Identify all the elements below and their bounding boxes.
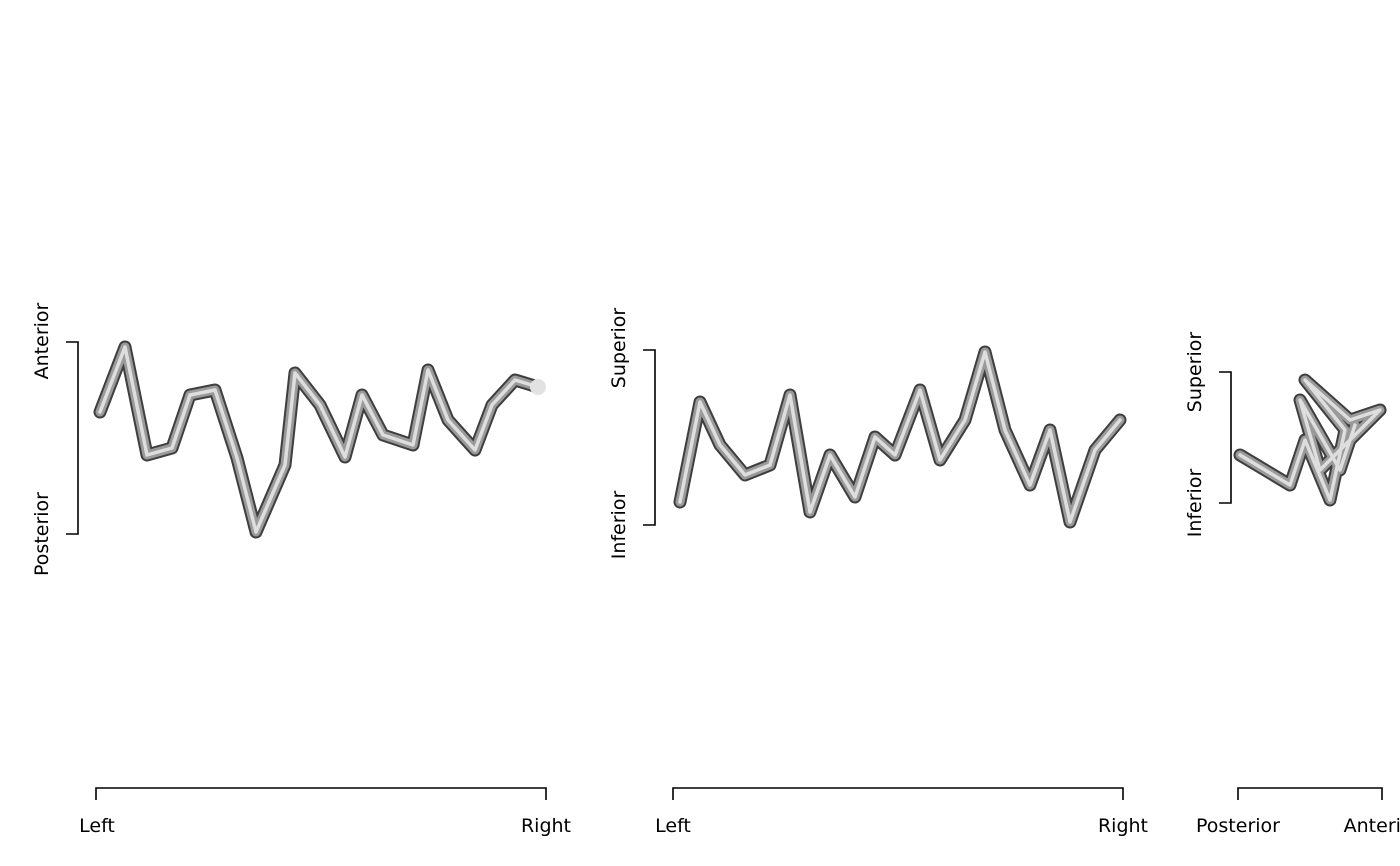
x-axis-end-label: Right	[521, 815, 571, 837]
y-axis-bracket	[643, 349, 656, 526]
neuron-projection-posterior-superior	[1233, 373, 1387, 507]
y-axis-bottom-label: Inferior	[1184, 469, 1206, 538]
y-axis-top-label: Superior	[1184, 332, 1206, 413]
y-axis-top-label: Anterior	[31, 302, 53, 379]
neuron-projection-left-superior	[673, 345, 1127, 529]
y-axis-bracket	[66, 341, 79, 535]
x-axis-bracket	[672, 787, 1124, 800]
y-axis-bottom-label: Inferior	[608, 491, 630, 560]
x-axis-end-label: Anterior	[1344, 815, 1400, 837]
neuron-projection-left-anterior	[93, 340, 546, 539]
x-axis-bracket	[1237, 787, 1383, 800]
x-axis-end-label: Right	[1098, 815, 1148, 837]
x-axis-start-label: Left	[655, 815, 691, 837]
y-axis-bracket	[1219, 371, 1232, 504]
x-axis-start-label: Left	[79, 815, 115, 837]
x-axis-start-label: Posterior	[1196, 815, 1280, 837]
y-axis-top-label: Superior	[608, 308, 630, 389]
x-axis-bracket	[95, 787, 547, 800]
y-axis-bottom-label: Posterior	[31, 492, 53, 576]
